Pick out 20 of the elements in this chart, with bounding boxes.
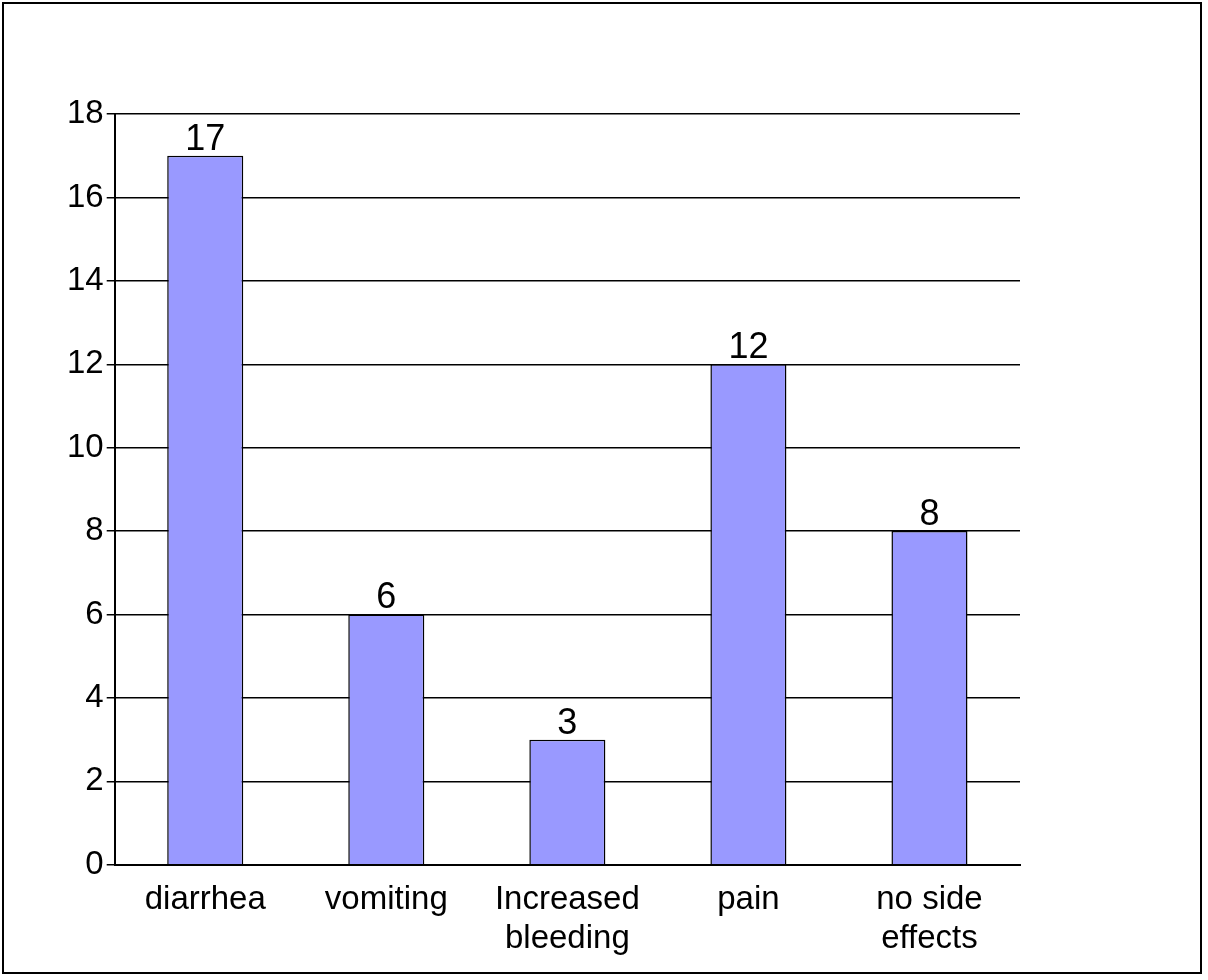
y-tick-label: 10 xyxy=(66,426,104,464)
y-tick-label: 16 xyxy=(66,176,104,214)
data-label: 6 xyxy=(376,575,397,617)
x-tick-label: no side effects xyxy=(876,878,983,956)
data-label: 12 xyxy=(728,325,769,367)
data-label: 17 xyxy=(185,116,226,158)
y-tick-label: 4 xyxy=(85,677,104,715)
x-tick-label: diarrhea xyxy=(144,878,267,916)
x-tick-label: vomiting xyxy=(324,878,448,916)
x-tick-label: Increased bleeding xyxy=(494,878,640,956)
y-tick-label: 0 xyxy=(85,843,104,881)
y-tick-label: 8 xyxy=(85,510,104,548)
x-tick-label: pain xyxy=(717,878,780,916)
data-label: 8 xyxy=(919,492,940,534)
data-label: 3 xyxy=(557,700,578,742)
y-tick-label: 18 xyxy=(66,93,104,131)
y-tick-label: 12 xyxy=(66,343,104,381)
y-tick-label: 6 xyxy=(85,593,104,631)
y-tick-label: 14 xyxy=(66,259,104,297)
y-tick-label: 2 xyxy=(85,760,104,798)
